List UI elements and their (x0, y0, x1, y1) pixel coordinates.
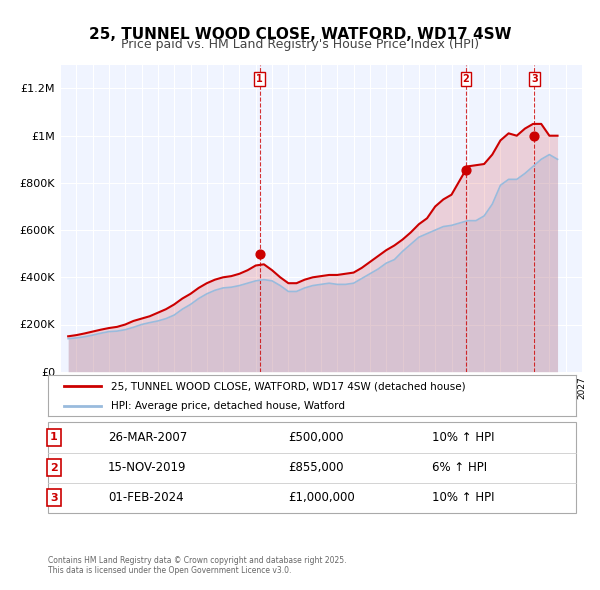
Text: 15-NOV-2019: 15-NOV-2019 (108, 461, 187, 474)
Text: 26-MAR-2007: 26-MAR-2007 (108, 431, 187, 444)
Text: 6% ↑ HPI: 6% ↑ HPI (432, 461, 487, 474)
Text: HPI: Average price, detached house, Watford: HPI: Average price, detached house, Watf… (112, 401, 346, 411)
Text: 3: 3 (531, 74, 538, 84)
Text: 01-FEB-2024: 01-FEB-2024 (108, 491, 184, 504)
Text: 10% ↑ HPI: 10% ↑ HPI (432, 491, 494, 504)
Text: Price paid vs. HM Land Registry's House Price Index (HPI): Price paid vs. HM Land Registry's House … (121, 38, 479, 51)
Point (255, 249, 265, 258)
Text: 25, TUNNEL WOOD CLOSE, WATFORD, WD17 4SW: 25, TUNNEL WOOD CLOSE, WATFORD, WD17 4SW (89, 27, 511, 41)
Text: 1: 1 (256, 74, 263, 84)
Text: Contains HM Land Registry data © Crown copyright and database right 2025.
This d: Contains HM Land Registry data © Crown c… (48, 556, 347, 575)
Text: £855,000: £855,000 (288, 461, 343, 474)
Point (461, 165, 470, 175)
Text: 25, TUNNEL WOOD CLOSE, WATFORD, WD17 4SW (detached house): 25, TUNNEL WOOD CLOSE, WATFORD, WD17 4SW… (112, 381, 466, 391)
Text: 10% ↑ HPI: 10% ↑ HPI (432, 431, 494, 444)
Text: 2: 2 (463, 74, 469, 84)
Text: £500,000: £500,000 (288, 431, 343, 444)
Text: 2: 2 (50, 463, 58, 473)
Text: 1: 1 (50, 432, 58, 442)
Text: 3: 3 (50, 493, 58, 503)
Text: £1,000,000: £1,000,000 (288, 491, 355, 504)
Point (530, 131, 539, 140)
